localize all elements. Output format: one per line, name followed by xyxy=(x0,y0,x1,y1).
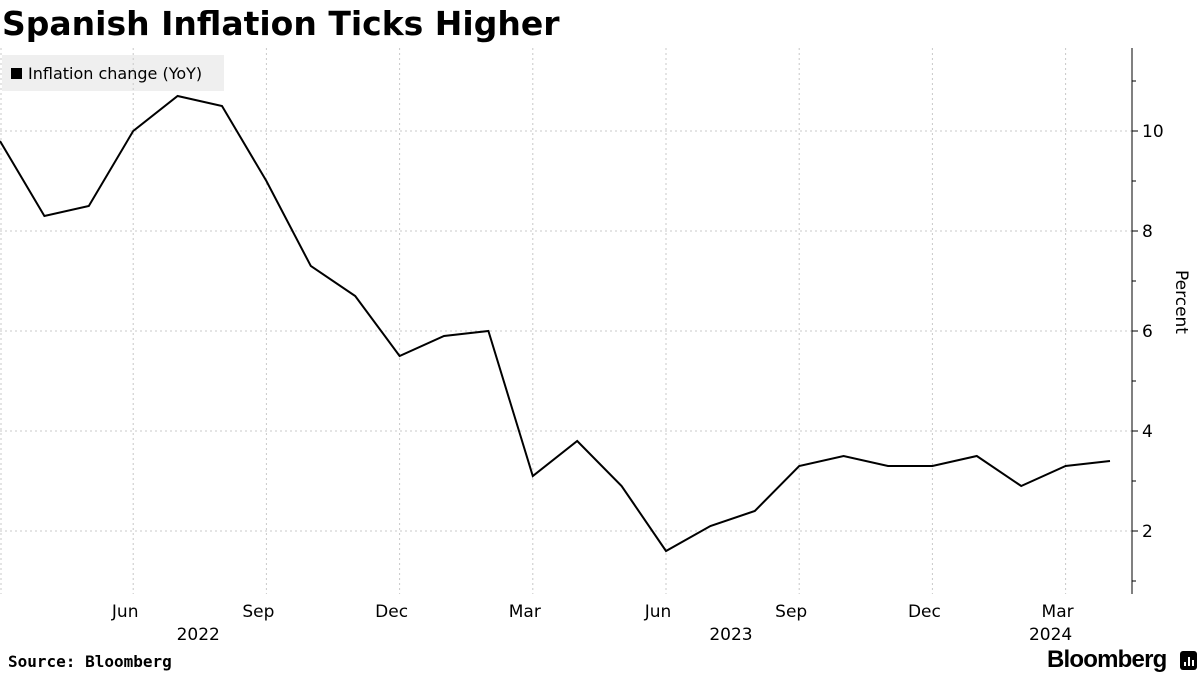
y-tick-label-10: 10 xyxy=(1142,122,1164,142)
data-point-2023-04 xyxy=(575,439,579,443)
data-point-2023-02 xyxy=(486,329,490,333)
data-point-2024-04 xyxy=(1108,459,1112,463)
x-tick-label-2024-03: Mar xyxy=(1042,602,1074,622)
brand-logo: Bloomberg xyxy=(1047,646,1167,673)
data-point-2023-10 xyxy=(842,454,846,458)
data-point-2023-05 xyxy=(620,484,624,488)
data-point-2022-04 xyxy=(42,214,46,218)
x-year-label-2023: 2023 xyxy=(709,625,752,645)
data-point-2024-01 xyxy=(975,454,979,458)
y-axis-title: Percent xyxy=(1171,270,1191,334)
x-year-label-2022: 2022 xyxy=(177,625,220,645)
data-point-2022-10 xyxy=(309,264,313,268)
x-year-label-2024: 2024 xyxy=(1029,625,1072,645)
y-tick-label-8: 8 xyxy=(1142,222,1153,242)
x-tick-label-2023-06: Jun xyxy=(644,602,672,622)
legend-label: Inflation change (YoY) xyxy=(28,63,203,83)
y-tick-label-6: 6 xyxy=(1142,322,1153,342)
data-point-2023-01 xyxy=(442,334,446,338)
series-line-inflation xyxy=(0,94,1111,553)
data-point-2024-03 xyxy=(1064,464,1068,468)
data-point-2024-02 xyxy=(1019,484,1023,488)
data-point-2022-06 xyxy=(131,129,135,133)
data-point-2023-11 xyxy=(886,464,890,468)
legend: Inflation change (YoY) xyxy=(2,55,224,91)
data-point-2022-08 xyxy=(220,104,224,108)
data-point-2022-11 xyxy=(353,294,357,298)
data-point-2023-06 xyxy=(664,549,668,553)
data-point-2023-12 xyxy=(930,464,934,468)
x-tick-label-2023-03: Mar xyxy=(509,602,541,622)
data-point-2023-08 xyxy=(753,509,757,513)
brand-mark-icon xyxy=(1180,651,1197,670)
data-point-2023-09 xyxy=(797,464,801,468)
x-tick-label-2022-06: Jun xyxy=(111,602,139,622)
x-tick-label-2022-09: Sep xyxy=(242,602,274,622)
x-tick-label-2023-09: Sep xyxy=(775,602,807,622)
data-point-2022-09 xyxy=(264,179,268,183)
y-tick-label-4: 4 xyxy=(1142,422,1153,442)
data-point-2022-07 xyxy=(176,94,180,98)
x-tick-label-2022-12: Dec xyxy=(375,602,408,622)
y-tick-label-2: 2 xyxy=(1142,522,1153,542)
source-note: Source: Bloomberg xyxy=(8,652,172,671)
data-point-2023-03 xyxy=(531,474,535,478)
x-tick-label-2023-12: Dec xyxy=(908,602,941,622)
data-point-2023-07 xyxy=(708,524,712,528)
data-point-2022-05 xyxy=(87,204,91,208)
data-point-2022-12 xyxy=(398,354,402,358)
legend-swatch xyxy=(11,67,22,79)
chart-title: Spanish Inflation Ticks Higher xyxy=(2,4,560,43)
